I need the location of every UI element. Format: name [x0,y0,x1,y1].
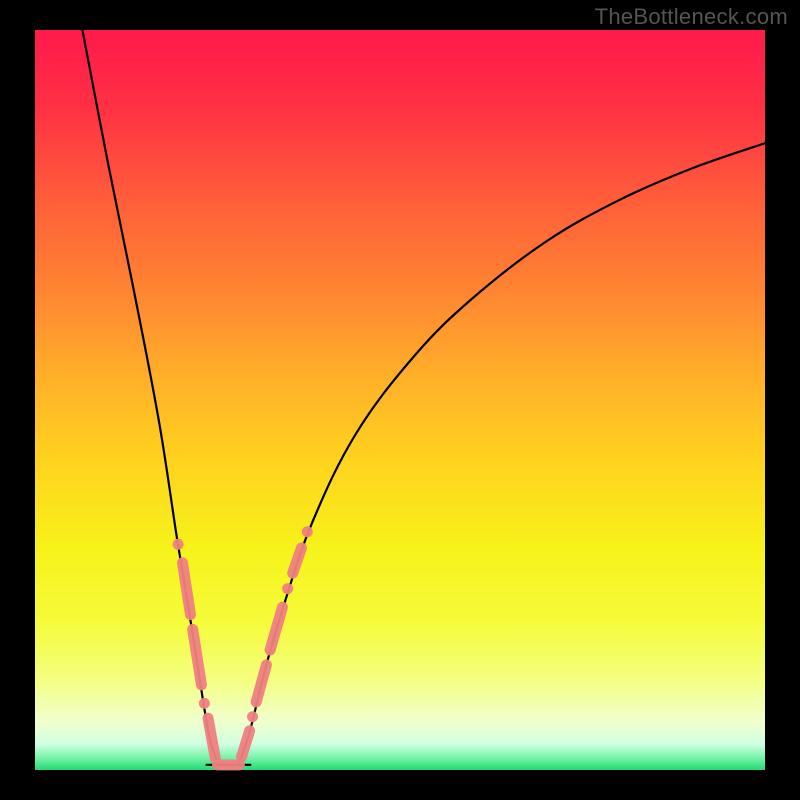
marker-dot [173,539,184,550]
bottleneck-chart [0,0,800,800]
chart-stage: TheBottleneck.com [0,0,800,800]
marker-dot [282,583,293,594]
marker-dot [247,711,258,722]
watermark-label: TheBottleneck.com [595,4,788,30]
gradient-background [35,30,765,770]
marker-dash [208,718,215,758]
marker-dot [302,526,313,537]
marker-dash [242,731,250,757]
marker-dot [199,698,210,709]
